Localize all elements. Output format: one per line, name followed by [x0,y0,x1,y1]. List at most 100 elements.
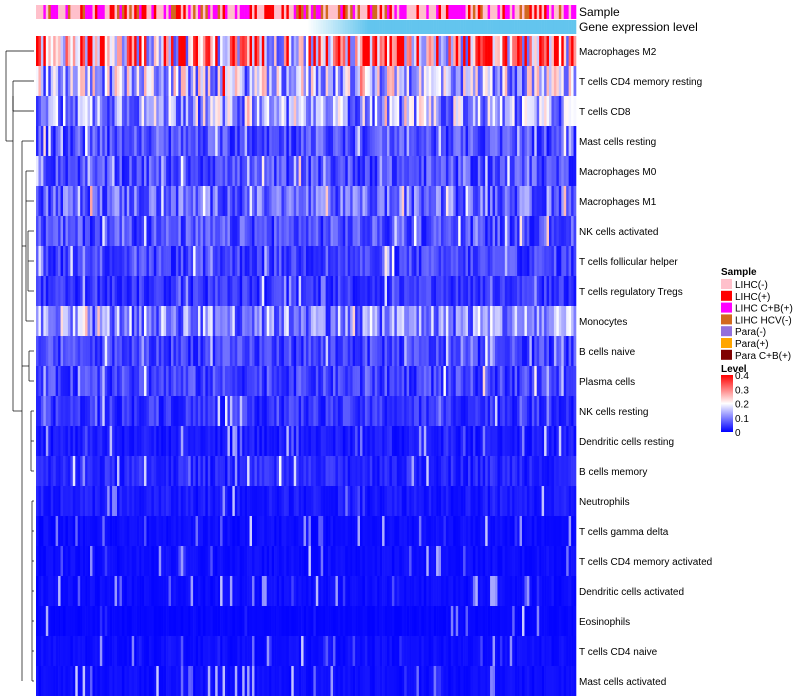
heatmap-cell [283,306,287,336]
heatmap-cell [148,636,152,666]
heatmap-cell [180,246,184,276]
heatmap-cell [374,216,378,246]
heatmap-cell [310,216,314,246]
heatmap-cell [573,426,577,456]
heatmap-cell [281,156,285,186]
heatmap-cell [274,396,277,426]
heatmap-cell [117,216,120,246]
sample-annotation-cell [509,5,513,19]
heatmap-cell [77,636,81,666]
heatmap-cell [222,336,226,366]
heatmap-cell [369,336,373,366]
heatmap-cell [401,366,405,396]
heatmap-cell [188,636,191,666]
heatmap-cell [171,546,174,576]
heatmap-cell [318,366,322,396]
heatmap-cell [212,636,216,666]
heatmap-cell [188,336,191,366]
heatmap-cell [303,96,307,126]
heatmap-cell [414,216,417,246]
heatmap-cell [198,216,201,246]
heatmap-cell [77,36,81,66]
heatmap-cell [541,576,545,606]
heatmap-cell [153,606,157,636]
heatmap-cell [374,576,378,606]
heatmap-cell [362,576,366,606]
heatmap-cell [448,456,452,486]
heatmap-cell [517,36,520,66]
heatmap-cell [558,516,562,546]
heatmap-cell [360,276,363,306]
heatmap-cell [134,396,137,426]
sample-annotation-cell [168,5,172,19]
heatmap-cell [148,576,152,606]
heatmap-cell [63,426,66,456]
heatmap-cell [514,186,518,216]
heatmap-cell [158,186,162,216]
heatmap-cell [455,516,459,546]
heatmap-cell [153,126,157,156]
heatmap-cell [50,546,54,576]
heatmap-cell [175,66,179,96]
heatmap-cell [514,516,518,546]
heatmap-cell [441,396,444,426]
heatmap-cell [509,276,513,306]
heatmap-cell [573,216,577,246]
heatmap-cell [178,486,182,516]
heatmap-cell [63,606,66,636]
heatmap-cell [146,126,150,156]
heatmap-cell [281,246,285,276]
heatmap-cell [72,306,76,336]
heatmap-cell [490,426,493,456]
heatmap-cell [384,66,388,96]
heatmap-cell [514,276,518,306]
heatmap-cell [126,126,130,156]
heatmap-cell [94,546,98,576]
heatmap-cell [526,246,530,276]
heatmap-cell [443,246,447,276]
heatmap-cell [519,96,523,126]
gene-expression-cell [247,20,250,34]
heatmap-cell [438,456,442,486]
heatmap-cell [549,246,552,276]
heatmap-cell [499,486,503,516]
heatmap-cell [391,216,395,246]
heatmap-cell [364,276,368,306]
heatmap-cell [404,426,407,456]
heatmap-cell [360,336,363,366]
sample-annotation-cell [229,5,233,19]
heatmap-cell [453,396,457,426]
sample-annotation-cell [92,5,96,19]
heatmap-cell [48,156,52,186]
heatmap-cell [318,156,322,186]
heatmap-cell [166,186,169,216]
heatmap-cell [82,636,86,666]
heatmap-cell [372,456,376,486]
heatmap-cell [345,606,349,636]
gene-expression-cell [492,20,496,34]
heatmap-cell [256,66,260,96]
sample-annotation-cell [426,5,430,19]
heatmap-cell [522,426,525,456]
heatmap-cell [45,606,49,636]
heatmap-cell [556,576,560,606]
heatmap-cell [94,246,98,276]
heatmap-cell [460,306,464,336]
gene-expression-cell [239,20,243,34]
heatmap-cell [519,36,523,66]
heatmap-cell [281,96,285,126]
heatmap-cell [475,366,479,396]
heatmap-cell [495,246,498,276]
heatmap-cell [561,546,565,576]
heatmap-cell [421,486,425,516]
heatmap-cell [293,216,297,246]
heatmap-cell [480,126,484,156]
heatmap-cell [382,396,385,426]
heatmap-cell [266,396,270,426]
gene-expression-cell [244,20,248,34]
heatmap-cell [48,486,52,516]
heatmap-cell [293,606,297,636]
heatmap-cell [463,126,466,156]
heatmap-cell [468,456,471,486]
heatmap-cell [534,306,538,336]
